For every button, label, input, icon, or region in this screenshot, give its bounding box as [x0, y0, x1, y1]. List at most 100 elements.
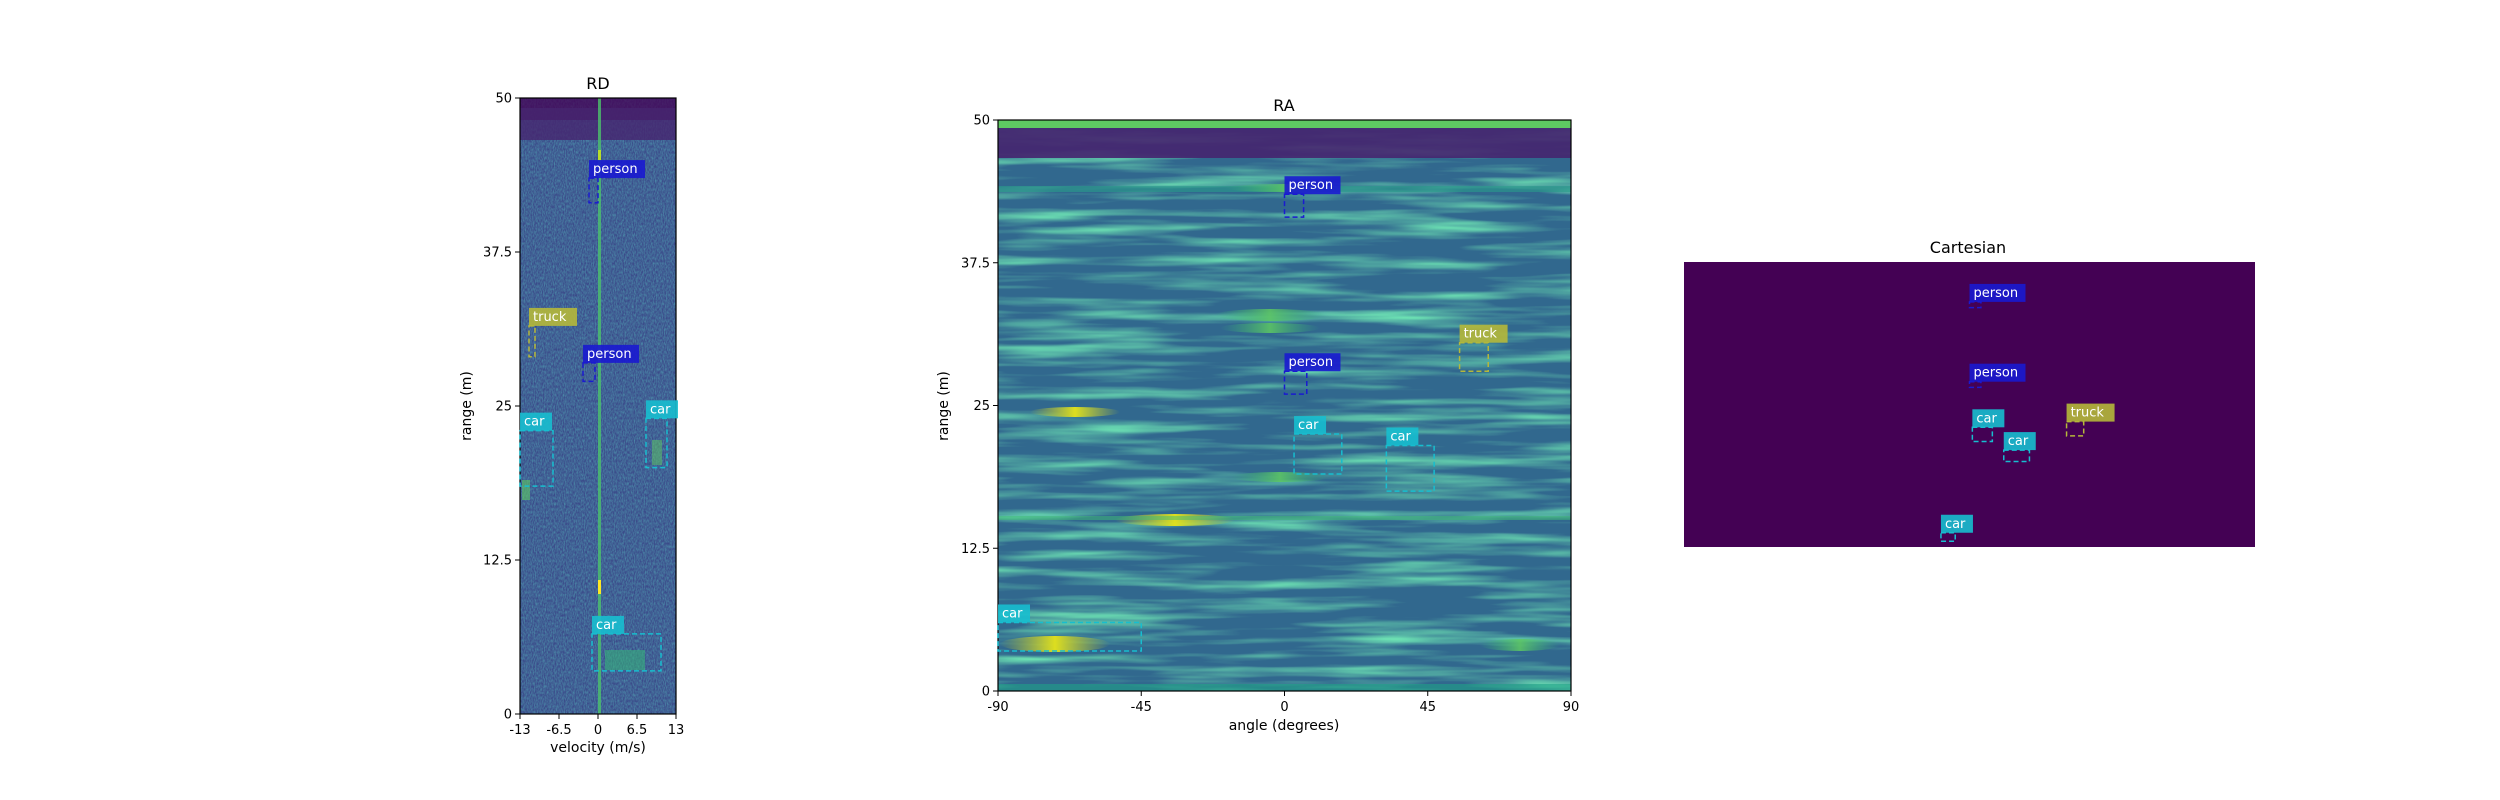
car-annotation: car — [1971, 409, 2005, 443]
truck-label: truck — [1464, 327, 1498, 342]
ra-ylabel: range (m) — [936, 371, 952, 441]
rd-panel: RD -13 -6.5 0 6.5 13 0 12.5 25 37.5 50 person tru… — [459, 74, 684, 756]
x-tick-label: -45 — [1131, 700, 1152, 715]
y-tick-label: 12.5 — [483, 554, 512, 569]
rd-ylabel: range (m) — [459, 371, 475, 441]
car-box — [1293, 433, 1343, 475]
rd-xlabel: velocity (m/s) — [550, 740, 646, 756]
person-label: person — [587, 347, 632, 362]
car-label-bg — [1972, 409, 2005, 428]
truck-label-bg — [1459, 324, 1508, 343]
car-label: car — [596, 618, 617, 633]
person-label: person — [1974, 286, 2019, 301]
person-label-bg — [1969, 283, 2026, 302]
cartesian-title: Cartesian — [1930, 238, 2006, 257]
car-box — [1940, 532, 1956, 543]
x-tick-label: 45 — [1419, 700, 1436, 715]
person-box — [582, 362, 596, 383]
truck-annotation: truck — [1458, 324, 1508, 372]
person-label-bg — [1284, 353, 1341, 372]
person-label-bg — [583, 344, 639, 363]
car-annotation: car — [645, 400, 678, 469]
person-annotation: person — [1968, 283, 2026, 309]
person-label: person — [1289, 178, 1334, 193]
ra-heatmap — [998, 120, 1571, 691]
car-label-bg — [592, 615, 624, 634]
truck-label-bg — [2066, 403, 2115, 422]
car-annotation: car — [1385, 427, 1435, 492]
y-tick-label: 12.5 — [961, 542, 990, 557]
x-tick-label: 0 — [1280, 700, 1288, 715]
car-box — [997, 621, 1142, 652]
y-tick-label: 0 — [982, 685, 990, 700]
ra-xlabel: angle (degrees) — [1229, 718, 1340, 734]
ra-y-ticks: 0 12.5 25 37.5 50 — [961, 114, 998, 700]
person-label-bg — [1969, 363, 2026, 382]
car-annotation: car — [591, 615, 662, 672]
person-annotation: person — [1283, 176, 1341, 218]
truck-annotation: truck — [2065, 403, 2115, 437]
y-tick-label: 0 — [504, 708, 512, 723]
car-annotation: car — [519, 412, 554, 487]
cartesian-heatmap — [1684, 262, 2255, 547]
rd-title: RD — [586, 74, 609, 93]
car-annotation: car — [2003, 432, 2036, 463]
rd-x-ticks: -13 -6.5 0 6.5 13 — [509, 714, 684, 738]
person-label: person — [1289, 355, 1334, 370]
car-annotation: car — [1293, 416, 1343, 475]
car-label-bg — [1940, 514, 1973, 533]
x-tick-label: 13 — [668, 723, 685, 738]
car-label-bg — [646, 400, 678, 419]
car-annotation: car — [1940, 514, 1973, 543]
car-label: car — [1002, 606, 1023, 621]
person-annotation: person — [1968, 363, 2026, 389]
x-tick-label: -90 — [987, 700, 1008, 715]
y-tick-label: 37.5 — [483, 246, 512, 261]
y-tick-label: 25 — [973, 399, 990, 414]
car-label-bg — [520, 412, 552, 431]
ra-title: RA — [1273, 96, 1294, 115]
person-label-bg — [589, 160, 645, 179]
x-tick-label: -13 — [509, 723, 530, 738]
x-tick-label: -6.5 — [546, 723, 571, 738]
car-annotation: car — [997, 604, 1142, 652]
y-tick-label: 37.5 — [961, 256, 990, 271]
person-annotation: person — [1283, 353, 1341, 395]
car-label-bg — [1386, 427, 1419, 446]
x-tick-label: 6.5 — [627, 723, 648, 738]
ra-x-ticks: -90 -45 0 45 90 — [987, 691, 1579, 715]
car-label-bg — [1294, 416, 1327, 435]
ra-annotations: person truck person car car car — [997, 176, 1508, 652]
rd-annotations: person truck person car car car — [519, 160, 678, 672]
truck-label: truck — [533, 310, 567, 325]
person-annotation: person — [588, 160, 645, 204]
truck-label: truck — [2071, 406, 2105, 421]
car-label: car — [524, 415, 545, 430]
x-tick-label: 0 — [594, 723, 602, 738]
person-label-bg — [1284, 176, 1341, 195]
y-tick-label: 50 — [973, 114, 990, 129]
car-box — [1385, 444, 1435, 492]
car-label: car — [1390, 429, 1411, 444]
car-label: car — [2008, 434, 2029, 449]
car-label: car — [650, 402, 671, 417]
rd-y-ticks: 0 12.5 25 37.5 50 — [483, 92, 520, 723]
car-label: car — [1976, 411, 1997, 426]
truck-label-bg — [529, 307, 577, 326]
person-label: person — [593, 162, 638, 177]
ra-panel: RA -90 -45 0 45 90 0 12.5 25 37.5 50 person truck… — [936, 96, 1579, 734]
x-tick-label: 90 — [1563, 700, 1580, 715]
car-label: car — [1945, 517, 1966, 532]
car-label-bg — [2003, 432, 2036, 451]
car-label-bg — [998, 604, 1030, 623]
y-tick-label: 50 — [495, 92, 512, 107]
y-tick-label: 25 — [495, 400, 512, 415]
truck-box — [1458, 341, 1489, 372]
car-label: car — [1298, 418, 1319, 433]
person-annotation: person — [582, 344, 639, 383]
truck-annotation: truck — [528, 307, 577, 358]
car-box — [591, 633, 662, 672]
